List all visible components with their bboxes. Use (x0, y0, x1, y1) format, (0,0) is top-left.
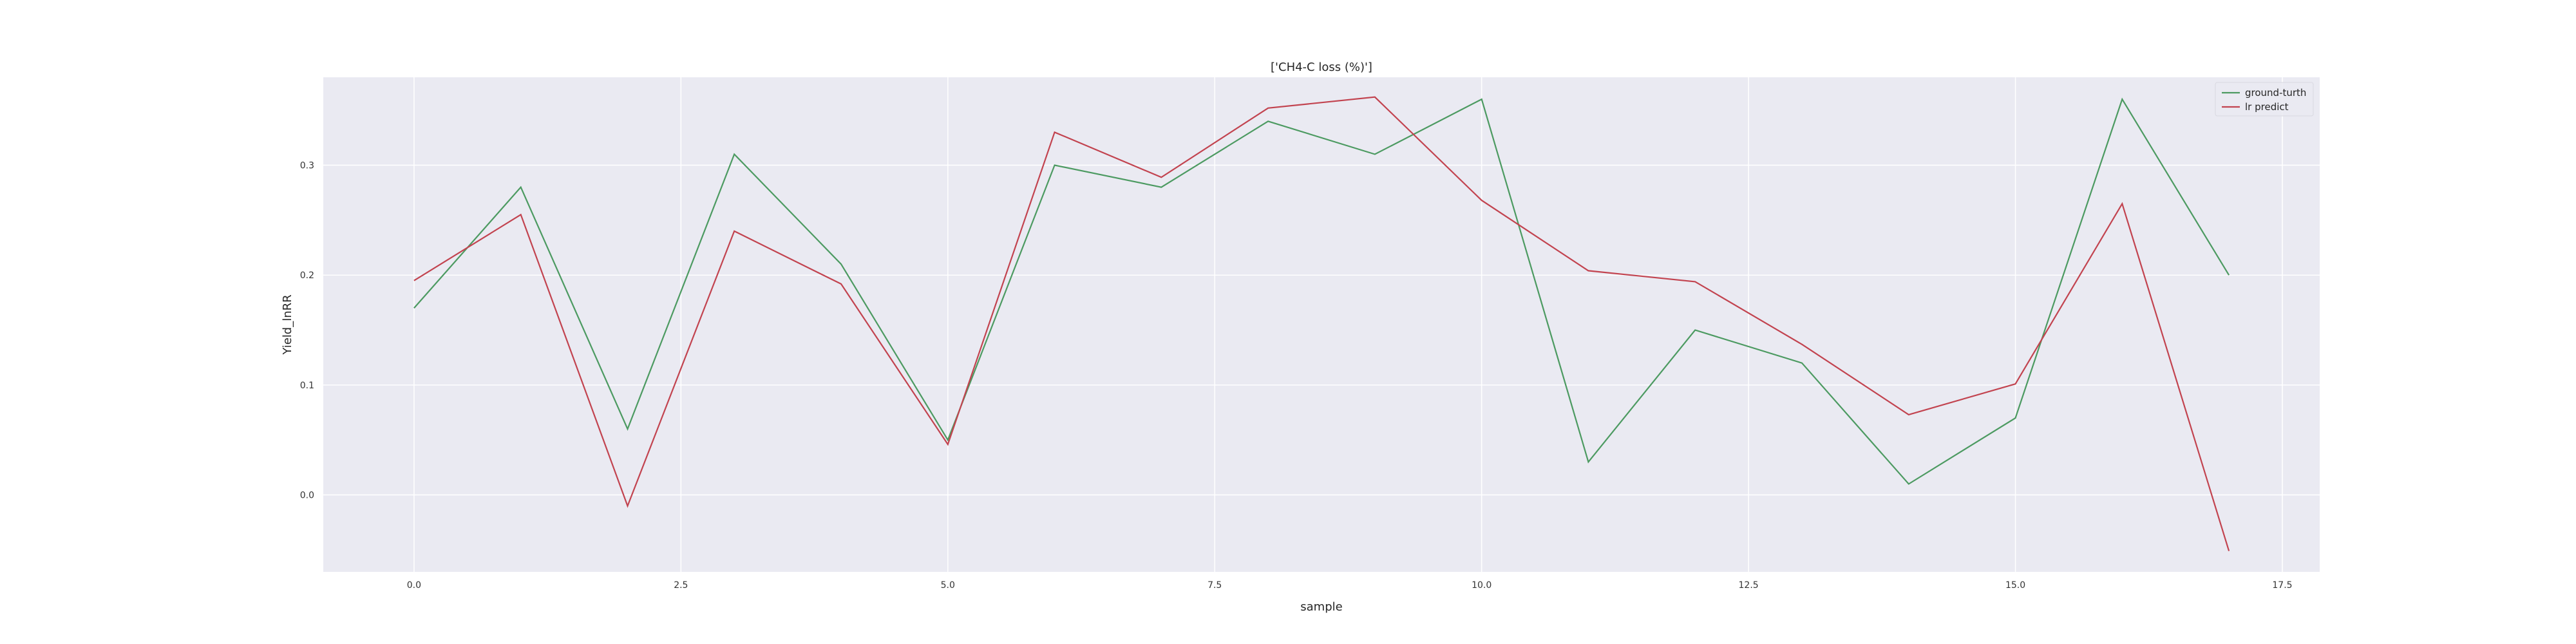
x-tick-label: 2.5 (674, 580, 688, 591)
y-axis-label: Yield_lnRR (281, 294, 294, 355)
x-tick-label: 10.0 (1472, 580, 1492, 591)
chart-title: ['CH4-C loss (%)'] (1271, 61, 1372, 74)
x-tick-label: 15.0 (2005, 580, 2025, 591)
legend-label: ground-turth (2245, 87, 2306, 99)
grid-lines (323, 77, 2320, 572)
y-tick-label: 0.0 (300, 491, 314, 501)
x-tick-label: 12.5 (1739, 580, 1759, 591)
series-line-ground-turth (413, 97, 2230, 485)
y-tick-label: 0.1 (300, 381, 314, 391)
series-lines (413, 96, 2230, 551)
legend-label: lr predict (2245, 101, 2289, 113)
y-tick-label: 0.2 (300, 270, 314, 281)
legend: ground-turth lr predict (2215, 82, 2314, 117)
y-tick-label: 0.3 (300, 161, 314, 171)
x-tick-label: 7.5 (1208, 580, 1222, 591)
y-tick-labels: 0.0 0.1 0.2 0.3 (300, 161, 314, 501)
x-tick-labels: 0.0 2.5 5.0 7.5 10.0 12.5 15.0 17.5 (407, 580, 2293, 591)
x-tick-label: 17.5 (2272, 580, 2292, 591)
plot-area (323, 77, 2320, 572)
x-tick-label: 0.0 (407, 580, 421, 591)
series-line-lr-predict (413, 96, 2230, 551)
x-tick-label: 5.0 (941, 580, 955, 591)
x-axis-label: sample (1300, 600, 1342, 614)
